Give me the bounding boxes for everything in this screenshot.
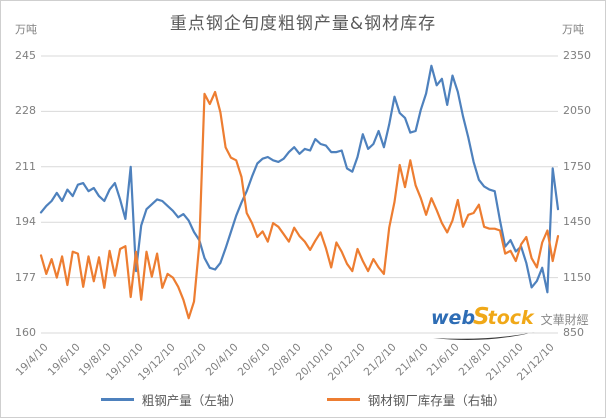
watermark-swoosh-underline — [433, 332, 535, 340]
right-axis-tick-label: 2350 — [563, 49, 591, 62]
right-axis-tick-label: 2050 — [563, 104, 591, 118]
legend-swatch — [100, 398, 134, 401]
right-axis-tick-label: 1750 — [563, 159, 591, 173]
chart-legend: 粗钢产量（左轴） 钢材钢厂库存量（右轴） — [1, 390, 605, 409]
watermark-cn-text: 文華財經 — [540, 313, 589, 327]
right-axis-tick-label: 1150 — [563, 270, 591, 284]
watermark-web-text: web — [431, 307, 476, 329]
legend-item-crude-steel-output: 粗钢产量（左轴） — [100, 390, 242, 409]
right-axis-tick-label: 1450 — [563, 215, 591, 229]
legend-label: 钢材钢厂库存量（右轴） — [367, 393, 506, 408]
left-axis-tick-label: 194 — [15, 215, 36, 229]
legend-label: 粗钢产量（左轴） — [141, 393, 242, 408]
watermark-s-swoosh: S — [473, 304, 490, 330]
series-line-steel-mill-inventory — [39, 90, 560, 320]
left-axis-tick-label: 177 — [15, 270, 36, 284]
right-axis-unit-label: 万吨 — [562, 23, 584, 36]
left-axis-tick-label: 160 — [15, 326, 36, 339]
watermark-logo: web S tock 文華財經 — [431, 304, 589, 344]
watermark-tock-text: tock — [487, 307, 534, 329]
left-axis-tick-label: 211 — [15, 159, 36, 173]
chart-title: 重点钢企旬度粗钢产量&钢材库存 — [169, 14, 437, 34]
left-axis-tick-label: 245 — [15, 49, 36, 62]
legend-swatch — [326, 398, 360, 401]
left-axis-tick-label: 228 — [15, 104, 36, 118]
series-line-crude-steel-output — [39, 64, 560, 294]
watermark-swoosh-path — [433, 332, 535, 340]
left-axis-unit-label: 万吨 — [15, 23, 37, 36]
right-axis-tick-label: 850 — [563, 326, 584, 339]
legend-item-steel-mill-inventory: 钢材钢厂库存量（右轴） — [326, 390, 506, 409]
